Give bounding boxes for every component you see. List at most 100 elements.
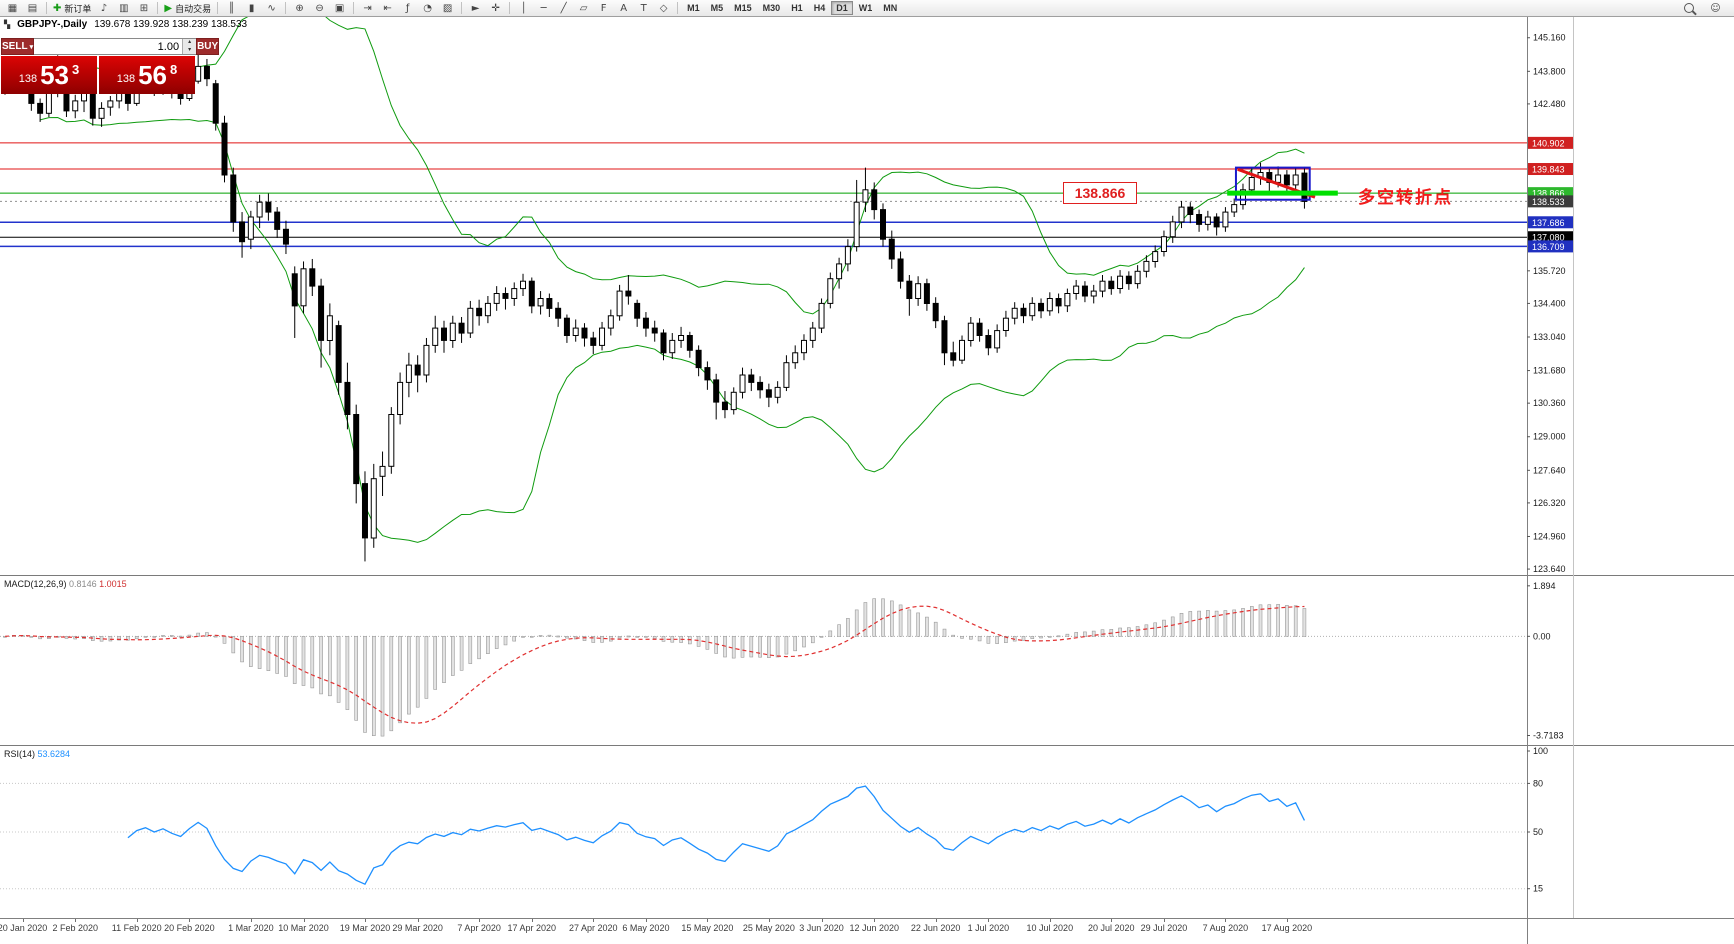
timeframe-m30[interactable]: M30	[762, 3, 781, 13]
profiles-icon[interactable]: ▤	[27, 2, 38, 14]
bollinger-upper-band	[39, 17, 1305, 315]
date-label: 11 Feb 2020	[111, 923, 162, 933]
candle-chart-icon[interactable]: ▮	[248, 2, 255, 14]
crosshair-icon[interactable]: ✛	[491, 2, 500, 14]
toolbar-separator	[217, 2, 219, 14]
new-order-button[interactable]: ✚ 新订单	[53, 2, 92, 14]
search-icon[interactable]	[1679, 1, 1698, 15]
timeframe-m15[interactable]: M15	[734, 3, 752, 13]
zoom-in-icon[interactable]: ⊕	[295, 2, 304, 14]
macd-panel[interactable]: 1.894 0.00 -3.7183	[0, 575, 1734, 745]
rsi-title: RSI(14)	[4, 749, 36, 759]
toolbar-separator	[46, 2, 47, 14]
date-label: 17 Apr 2020	[507, 923, 557, 933]
sell-button[interactable]: SELL ▾	[1, 38, 35, 55]
svg-text:15: 15	[1533, 884, 1543, 894]
indicators-icon[interactable]: ƒ	[405, 2, 410, 14]
date-label: 1 Jul 2020	[967, 923, 1010, 933]
auto-trading-button[interactable]: ▶ 自动交易	[164, 2, 212, 14]
date-tick	[874, 919, 876, 922]
tile-windows-icon[interactable]: ▣	[334, 2, 345, 14]
horizontal-lines[interactable]	[0, 142, 1527, 248]
svg-text:133.040: 133.040	[1533, 332, 1566, 342]
volume-decrease-button[interactable]: ▾	[183, 46, 197, 54]
buy-price-big: 56	[138, 60, 168, 90]
svg-text:137.686: 137.686	[1532, 218, 1565, 228]
date-label: 27 Apr 2020	[568, 923, 618, 933]
volume-input[interactable]	[34, 39, 183, 54]
date-tick	[22, 919, 24, 922]
date-label: 6 May 2020	[622, 923, 670, 933]
line-chart-icon[interactable]: ∿	[267, 2, 276, 14]
timeframe-m1[interactable]: M1	[687, 3, 700, 13]
vertical-line-icon[interactable]: │	[520, 2, 527, 14]
date-tick	[417, 919, 419, 922]
svg-text:130.360: 130.360	[1533, 398, 1566, 408]
macd-histogram	[3, 598, 1307, 737]
price-buttons-row: 138 53 3 138 56 8	[1, 56, 195, 94]
channel-icon[interactable]: ▱	[579, 2, 588, 14]
volume-increase-button[interactable]: ▴	[183, 39, 197, 47]
date-tick	[707, 919, 709, 922]
price-badges: 140.902 139.843 138.866 137.686 137.080136.7…	[1528, 136, 1574, 253]
timeframe-mn[interactable]: MN	[883, 3, 898, 13]
data-window-icon[interactable]: ⊞	[139, 2, 149, 14]
auto-scroll-icon[interactable]: ⇥	[363, 2, 372, 14]
date-tick	[75, 919, 77, 922]
community-icon[interactable]: ☺	[1710, 2, 1721, 14]
date-label: 2 Feb 2020	[52, 923, 98, 933]
macd-signal-line	[4, 605, 1305, 724]
date-tick	[593, 919, 595, 922]
date-axis: 20 Jan 2020 2 Feb 2020 11 Feb 2020 20 Feb 2…	[0, 918, 1734, 944]
sell-price-button[interactable]: 138 53 3	[1, 56, 97, 94]
timeframe-h1[interactable]: H1	[791, 3, 803, 13]
buy-price-sup: 8	[170, 61, 178, 77]
svg-text:139.843: 139.843	[1532, 165, 1565, 175]
new-chart-icon[interactable]: ▦	[7, 2, 18, 14]
price-callout[interactable]: 138.866	[1063, 182, 1137, 204]
cursor-icon[interactable]: ►	[471, 2, 480, 14]
turning-point-label[interactable]: 多空转折点	[1358, 188, 1453, 207]
main-chart[interactable]: 145.160 143.800 142.480 135.720 134.400 133.0…	[0, 17, 1734, 575]
bar-chart-icon[interactable]: ║	[228, 2, 235, 14]
timeframe-m5[interactable]: M5	[710, 3, 724, 13]
date-tick	[479, 919, 481, 922]
buy-button[interactable]: BUY	[196, 38, 220, 55]
label-icon[interactable]: T	[640, 2, 647, 14]
buy-price-button[interactable]: 138 56 8	[99, 56, 195, 94]
templates-icon[interactable]: ▨	[442, 2, 453, 14]
rsi-panel[interactable]: 100 80 50 15	[0, 745, 1734, 918]
trendline-icon[interactable]: ╱	[560, 2, 567, 14]
zoom-out-icon[interactable]: ⊖	[315, 2, 324, 14]
date-tick	[531, 919, 533, 922]
svg-text:143.800: 143.800	[1533, 66, 1566, 76]
svg-text:142.480: 142.480	[1533, 99, 1566, 109]
macd-indicator-label: MACD(12,26,9) 0.8146 1.0015	[4, 579, 127, 589]
svg-text:138.533: 138.533	[1532, 197, 1565, 207]
market-watch-icon[interactable]: ▥	[119, 2, 129, 14]
chart-annotations[interactable]	[1227, 166, 1338, 201]
svg-text:100: 100	[1533, 746, 1548, 756]
periods-icon[interactable]: ◔	[423, 2, 432, 14]
horizontal-line-icon[interactable]: ─	[540, 2, 547, 14]
svg-text:127.640: 127.640	[1533, 465, 1566, 475]
date-label: 29 Jul 2020	[1140, 923, 1188, 933]
fibonacci-icon[interactable]: F	[600, 2, 607, 14]
candlestick-series	[2, 54, 1308, 562]
date-label: 20 Feb 2020	[164, 923, 215, 933]
sell-price-sup: 3	[72, 61, 80, 77]
date-tick	[364, 919, 366, 922]
consolidation-rectangle	[1234, 166, 1311, 201]
timeframe-h4[interactable]: H4	[813, 3, 826, 13]
text-icon[interactable]: A	[620, 2, 628, 14]
date-tick	[303, 919, 305, 922]
timeframe-d1[interactable]: D1	[831, 1, 853, 15]
svg-text:123.640: 123.640	[1533, 564, 1566, 574]
macd-signal-value: 1.0015	[99, 579, 127, 589]
shapes-icon[interactable]: ◇	[659, 2, 668, 14]
chart-title: ▚ GBPJPY-,Daily 139.678 139.928 138.239 …	[4, 19, 247, 30]
chart-shift-icon[interactable]: ⇤	[383, 2, 392, 14]
toolbar-separator	[285, 2, 287, 14]
timeframe-w1[interactable]: W1	[858, 3, 873, 13]
sound-icon[interactable]: ♪	[100, 2, 108, 14]
